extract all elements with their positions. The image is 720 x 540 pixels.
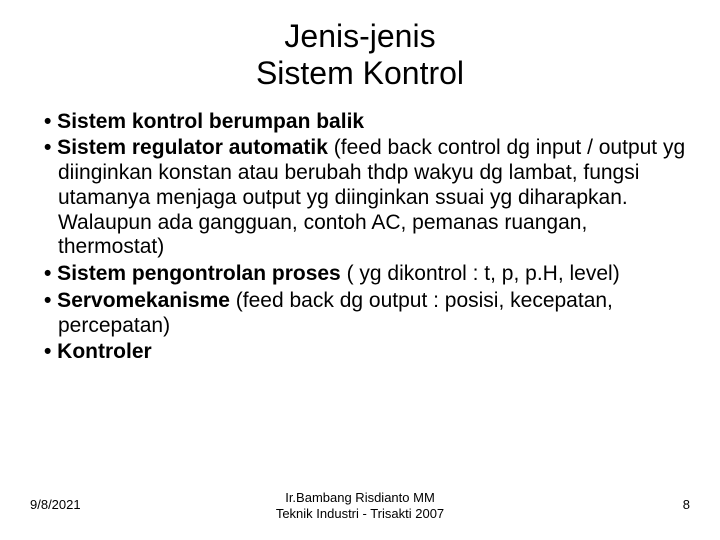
bullet-item: • Sistem pengontrolan proses ( yg dikont… [30, 262, 692, 287]
bullet-bold: • Sistem regulator automatik [44, 136, 328, 159]
bullet-bold: • Sistem pengontrolan proses [44, 262, 341, 285]
title-line-2: Sistem Kontrol [256, 55, 464, 91]
slide-title: Jenis-jenis Sistem Kontrol [0, 0, 720, 110]
footer-page-number: 8 [683, 497, 690, 512]
slide-body: • Sistem kontrol berumpan balik • Sistem… [0, 110, 720, 366]
footer-author: Ir.Bambang Risdianto MM [285, 490, 435, 505]
bullet-item: • Sistem regulator automatik (feed back … [30, 136, 692, 260]
bullet-item: • Servomekanisme (feed back dg output : … [30, 289, 692, 339]
slide: Jenis-jenis Sistem Kontrol • Sistem kont… [0, 0, 720, 540]
bullet-bold: • Sistem kontrol berumpan balik [44, 110, 364, 133]
title-line-1: Jenis-jenis [284, 18, 435, 54]
bullet-item: • Sistem kontrol berumpan balik [30, 110, 692, 135]
footer-affiliation: Teknik Industri - Trisakti 2007 [276, 506, 444, 521]
bullet-rest: ( yg dikontrol : t, p, p.H, level) [341, 262, 620, 285]
footer-center: Ir.Bambang Risdianto MM Teknik Industri … [0, 490, 720, 523]
bullet-bold: • Servomekanisme [44, 289, 230, 312]
bullet-bold: • Kontroler [44, 340, 152, 363]
bullet-item: • Kontroler [30, 340, 692, 365]
